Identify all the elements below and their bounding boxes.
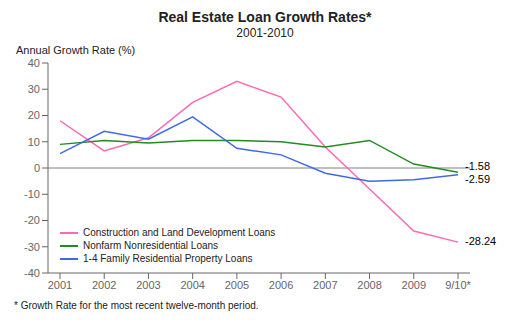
svg-text:20: 20 bbox=[28, 109, 40, 121]
svg-text:2008: 2008 bbox=[357, 279, 381, 291]
svg-text:0: 0 bbox=[34, 162, 40, 174]
html-text:Nonfarm Nonresidential Loans: Nonfarm Nonresidential Loans bbox=[83, 240, 219, 251]
svg-text:2004: 2004 bbox=[180, 279, 204, 291]
svg-text:-40: -40 bbox=[24, 267, 40, 279]
svg-text:-20: -20 bbox=[24, 214, 40, 226]
html-text:* Growth Rate for the most rec: * Growth Rate for the most recent twelve… bbox=[14, 300, 259, 311]
html-text:1-4 Family Residential Propert: 1-4 Family Residential Property Loans bbox=[83, 253, 253, 264]
html-text:Construction and Land Developm: Construction and Land Development Loans bbox=[83, 227, 276, 238]
svg-text:9/10*: 9/10* bbox=[445, 279, 471, 291]
svg-text:40: 40 bbox=[28, 57, 40, 69]
svg-text:2006: 2006 bbox=[269, 279, 293, 291]
svg-text:-10: -10 bbox=[24, 188, 40, 200]
svg-text:2009: 2009 bbox=[402, 279, 426, 291]
svg-text:-2.59: -2.59 bbox=[465, 173, 490, 185]
svg-text:2003: 2003 bbox=[136, 279, 160, 291]
svg-text:-1.58: -1.58 bbox=[465, 160, 490, 172]
html-text:2001-2010: 2001-2010 bbox=[236, 26, 294, 40]
svg-text:-28.24: -28.24 bbox=[465, 235, 496, 247]
svg-text:-30: -30 bbox=[24, 241, 40, 253]
svg-text:10: 10 bbox=[28, 136, 40, 148]
svg-text:2005: 2005 bbox=[225, 279, 249, 291]
svg-text:30: 30 bbox=[28, 83, 40, 95]
html-text:Annual Growth Rate (%): Annual Growth Rate (%) bbox=[16, 44, 136, 56]
svg-text:2001: 2001 bbox=[48, 279, 72, 291]
html-text:Real Estate Loan Growth Rates*: Real Estate Loan Growth Rates* bbox=[158, 9, 372, 25]
svg-text:2002: 2002 bbox=[92, 279, 116, 291]
svg-text:2007: 2007 bbox=[313, 279, 337, 291]
